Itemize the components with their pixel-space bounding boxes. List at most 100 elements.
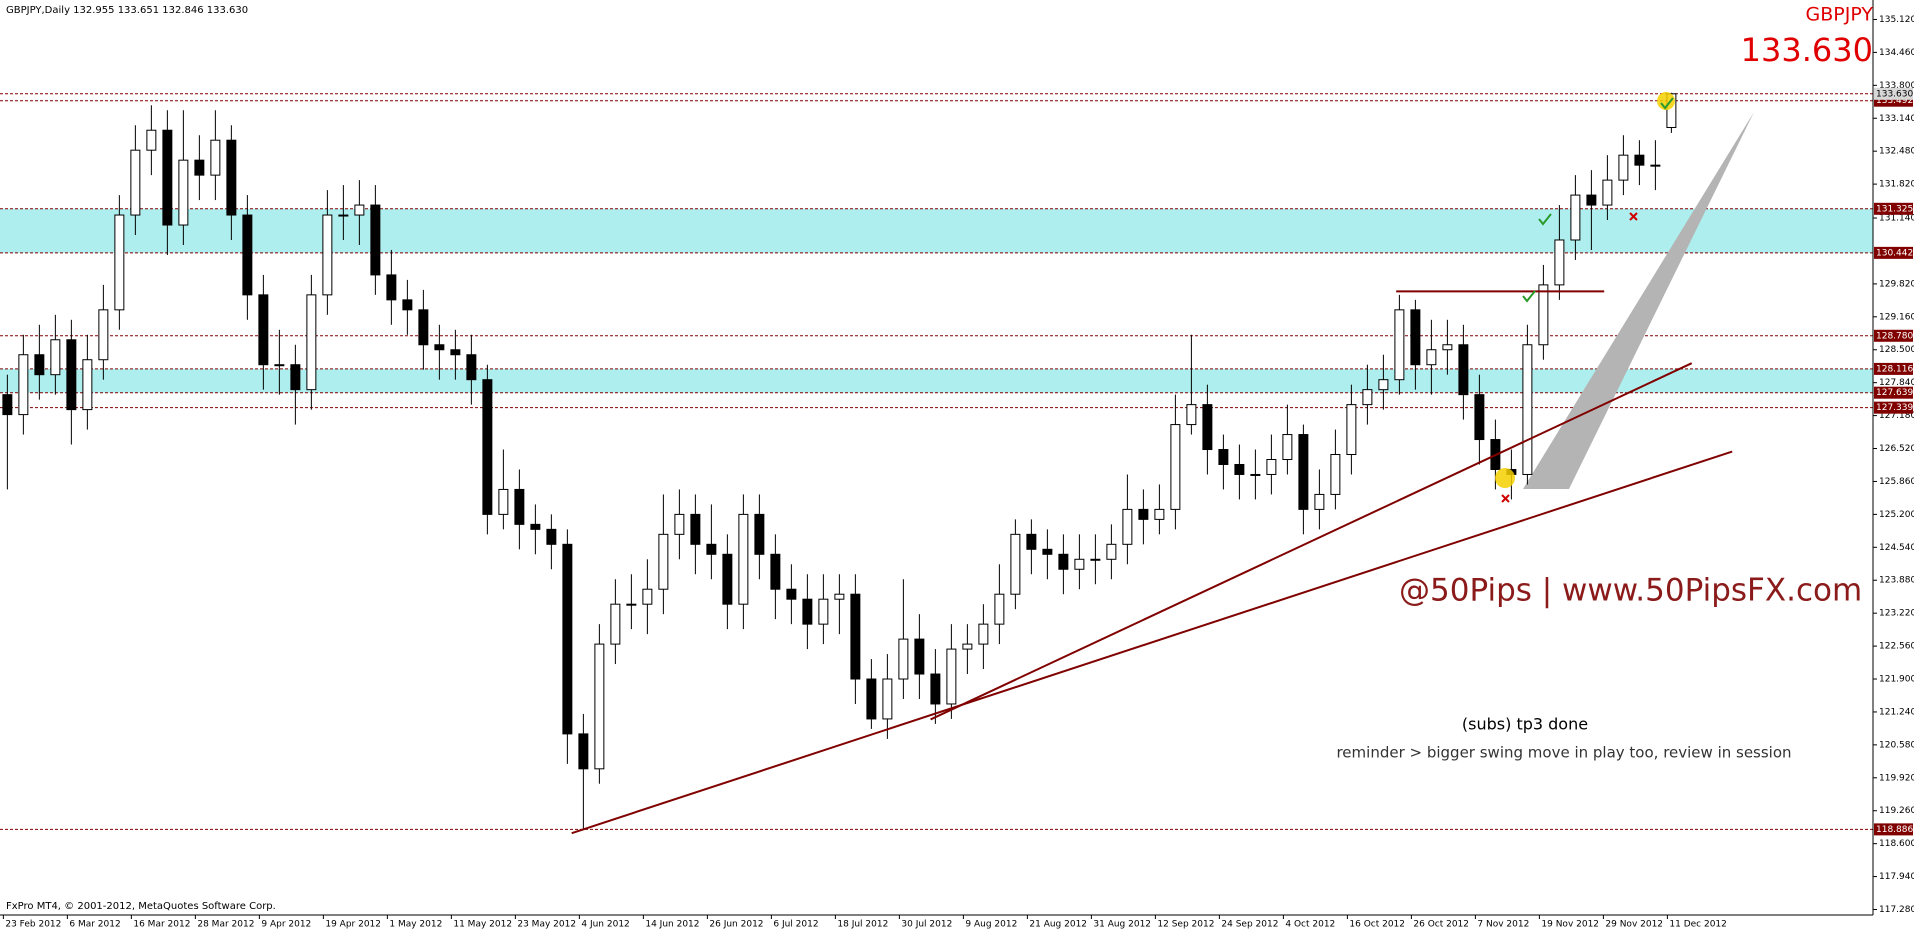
level-box — [1874, 202, 1913, 215]
candle-body — [1570, 194, 1581, 241]
candle-body — [370, 204, 381, 276]
x-tick-label: 14 Jun 2012 — [645, 920, 699, 930]
candle-body — [402, 299, 413, 311]
candle-body — [1474, 394, 1485, 441]
candle-body — [242, 214, 253, 296]
candle-body — [738, 513, 749, 605]
candle-body — [1650, 164, 1661, 167]
level-label: 128.780 — [1876, 331, 1913, 341]
highlight — [1657, 92, 1675, 110]
x-tick-label: 4 Jun 2012 — [581, 920, 629, 930]
x-tick-label: 18 Jul 2012 — [837, 920, 888, 930]
candle-body — [962, 643, 973, 650]
y-tick-label: 131.820 — [1879, 180, 1914, 190]
candle-body — [146, 129, 157, 151]
candle-body — [1202, 404, 1213, 451]
candle-body — [994, 593, 1005, 625]
candle-body — [802, 598, 813, 625]
level-label: 131.325 — [1876, 204, 1913, 214]
x-tick-label: 11 May 2012 — [453, 920, 512, 930]
chart-header: GBPJPY,Daily 132.955 133.651 132.846 133… — [6, 5, 248, 16]
candle-body — [978, 623, 989, 645]
candle-body — [18, 354, 29, 416]
candle-body — [290, 364, 301, 391]
y-tick-label: 126.520 — [1879, 444, 1914, 454]
candle-body — [1250, 473, 1261, 476]
candle-body — [178, 159, 189, 226]
candle-body — [1522, 344, 1533, 475]
candle-body — [818, 598, 829, 625]
candle-body — [1394, 309, 1405, 381]
level-box — [1874, 401, 1913, 414]
candle-body — [674, 513, 685, 535]
footer: FxPro MT4, © 2001-2012, MetaQuotes Softw… — [6, 901, 276, 912]
x-tick-label: 28 Mar 2012 — [197, 920, 254, 930]
x-tick-label: 31 Aug 2012 — [1093, 920, 1151, 930]
candle-body — [130, 149, 141, 216]
candle-body — [1154, 508, 1165, 520]
candle-body — [1362, 389, 1373, 406]
candle-body — [1186, 404, 1197, 426]
candle-body — [610, 603, 621, 645]
candle-body — [754, 513, 765, 555]
annotation: reminder > bigger swing move in play too… — [1336, 744, 1791, 762]
candle-body — [578, 733, 589, 770]
x-tick-label: 24 Sep 2012 — [1221, 920, 1278, 930]
symbol: GBPJPY — [1806, 4, 1874, 26]
watermark: @50Pips | www.50PipsFX.com — [1399, 573, 1862, 609]
candle-body — [898, 638, 909, 680]
candle-body — [594, 643, 605, 770]
candle-body — [114, 214, 125, 311]
x-tick-label: 6 Mar 2012 — [69, 920, 120, 930]
candle-body — [2, 394, 13, 416]
candle-body — [1058, 553, 1069, 570]
candle-body — [66, 339, 77, 411]
candle-body — [834, 593, 845, 600]
y-tick-label: 121.240 — [1879, 707, 1914, 717]
x-tick-label: 19 Nov 2012 — [1541, 920, 1599, 930]
candle-body — [1554, 239, 1565, 286]
y-tick-label: 117.280 — [1879, 905, 1914, 915]
x-tick-label: 21 Aug 2012 — [1029, 920, 1087, 930]
y-tick-label: 119.260 — [1879, 806, 1914, 816]
candle-body — [1106, 543, 1117, 560]
level-label: 127.639 — [1876, 388, 1913, 398]
y-tick-label: 122.560 — [1879, 642, 1914, 652]
projection-wedge — [1523, 112, 1754, 489]
candle-body — [226, 139, 237, 216]
candle-body — [706, 543, 717, 555]
candle-body — [1538, 284, 1549, 346]
level-box — [1874, 386, 1913, 399]
candle-body — [1122, 508, 1133, 545]
candle-body — [642, 588, 653, 605]
check-mark — [1660, 97, 1674, 110]
candle-body — [1282, 434, 1293, 461]
level-box — [1874, 362, 1913, 375]
candle-body — [1346, 404, 1357, 456]
candle-body — [546, 528, 557, 545]
candle-body — [210, 139, 221, 176]
candle-body — [1426, 349, 1437, 366]
candle-body — [1602, 179, 1613, 206]
candles — [2, 92, 1677, 829]
level-label: 118.886 — [1876, 825, 1913, 835]
annotation: (subs) tp3 done — [1462, 715, 1588, 734]
x-tick-label: 19 Apr 2012 — [325, 920, 381, 930]
x-tick-label: 7 Nov 2012 — [1477, 920, 1529, 930]
x-tick-label: 12 Sep 2012 — [1157, 920, 1214, 930]
x-tick-label: 16 Mar 2012 — [133, 920, 190, 930]
y-tick-label: 133.800 — [1879, 81, 1914, 91]
x-tick-label: 9 Aug 2012 — [965, 920, 1017, 930]
candle-body — [1634, 154, 1645, 166]
y-tick-label: 123.220 — [1879, 609, 1914, 619]
cross-mark — [1629, 212, 1638, 221]
candle-body — [722, 553, 733, 605]
level-label: 130.442 — [1876, 248, 1913, 258]
candle-body — [1458, 344, 1469, 396]
check-mark — [1538, 213, 1552, 226]
zones — [0, 208, 1873, 393]
x-tick-label: 26 Jun 2012 — [709, 920, 763, 930]
cross-mark — [1501, 494, 1510, 503]
y-tick-label: 134.460 — [1879, 48, 1914, 58]
